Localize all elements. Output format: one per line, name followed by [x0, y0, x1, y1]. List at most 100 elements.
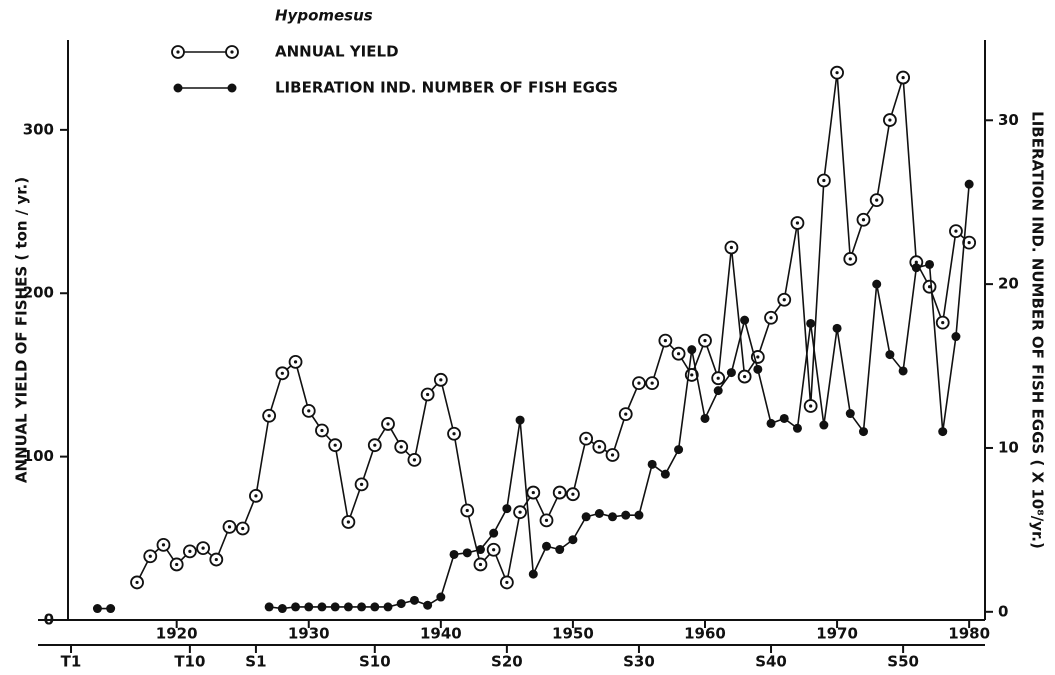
era-tick-label: S1 — [245, 653, 266, 671]
marker-center — [307, 409, 311, 413]
legend-marker-center — [230, 50, 234, 54]
marker-center — [822, 178, 826, 183]
marker-center — [544, 518, 549, 522]
marker — [291, 602, 301, 612]
marker-center — [188, 549, 192, 553]
marker — [502, 504, 512, 514]
legend-label: ANNUAL YIELD — [275, 43, 399, 61]
marker — [449, 549, 459, 559]
marker-center — [201, 546, 205, 550]
marker — [634, 510, 644, 520]
marker-center — [927, 285, 932, 289]
marker-center — [161, 543, 166, 547]
x-tick-label: 1970 — [816, 625, 858, 643]
marker — [277, 604, 287, 614]
series-line — [136, 72, 970, 586]
marker-center — [756, 355, 760, 359]
marker-center — [426, 392, 430, 397]
y-tick-label: 300 — [23, 120, 54, 138]
legend-marker-center — [176, 50, 180, 54]
marker — [713, 386, 723, 396]
marker — [753, 364, 763, 374]
x-tick-label: 1940 — [420, 625, 462, 643]
marker-center — [782, 298, 786, 302]
marker-center — [399, 445, 403, 449]
y2-tick-label: 0 — [998, 602, 1008, 620]
marker-center — [175, 562, 179, 567]
chart-title: Hypomesus — [275, 7, 373, 25]
marker — [726, 368, 736, 378]
marker-center — [241, 526, 245, 531]
marker — [475, 545, 485, 555]
era-tick-label: S20 — [491, 653, 523, 671]
marker — [92, 604, 102, 614]
marker-center — [597, 445, 601, 449]
marker — [106, 604, 116, 614]
marker-center — [359, 482, 364, 486]
marker — [858, 427, 868, 437]
era-tick-label: S30 — [623, 653, 655, 671]
marker-center — [954, 229, 958, 233]
era-tick-label: T1 — [61, 653, 82, 671]
marker-center — [373, 443, 377, 447]
y-tick-label: 0 — [44, 611, 54, 629]
marker — [872, 279, 882, 289]
marker — [792, 423, 802, 433]
marker — [819, 420, 829, 430]
marker — [423, 600, 433, 610]
marker-center — [888, 118, 892, 122]
x-tick-label: 1960 — [684, 625, 726, 643]
marker-center — [558, 490, 562, 495]
marker — [568, 535, 578, 545]
marker-center — [320, 428, 324, 433]
marker-center — [267, 414, 271, 418]
marker — [581, 512, 591, 522]
marker-center — [254, 494, 258, 498]
marker — [608, 512, 618, 522]
marker — [938, 427, 948, 437]
legend-marker — [227, 83, 237, 93]
marker-center — [809, 404, 813, 408]
marker-center — [901, 75, 905, 80]
marker-center — [795, 221, 800, 225]
y2-tick-label: 30 — [998, 111, 1019, 129]
marker — [542, 541, 552, 551]
marker-center — [214, 557, 218, 562]
legend-label: LIBERATION IND. NUMBER OF FISH EGGS — [275, 79, 618, 97]
marker-center — [584, 437, 588, 441]
marker-center — [729, 245, 734, 250]
marker — [555, 545, 565, 555]
era-tick-label: T10 — [174, 653, 205, 671]
y-tick-label: 200 — [23, 284, 54, 302]
marker-center — [135, 580, 139, 585]
marker — [832, 323, 842, 333]
y2-tick-label: 10 — [998, 438, 1019, 456]
marker-center — [743, 374, 747, 379]
marker-center — [624, 412, 628, 416]
marker-center — [914, 260, 918, 264]
marker — [687, 345, 697, 355]
y2-axis-label: LIBERATION IND. NUMBER OF FISH EGGS ( X … — [1029, 111, 1047, 549]
legend-marker — [173, 83, 183, 93]
marker-center — [663, 339, 667, 343]
marker — [898, 366, 908, 376]
marker — [343, 602, 353, 612]
marker-center — [505, 580, 509, 585]
era-tick-label: S50 — [887, 653, 919, 671]
marker-center — [227, 525, 232, 529]
marker-center — [439, 378, 443, 382]
marker — [515, 415, 525, 425]
marker — [674, 445, 684, 455]
marker — [409, 595, 419, 605]
era-tick-label: S40 — [755, 653, 787, 671]
marker-center — [650, 381, 654, 385]
marker-center — [967, 240, 971, 245]
marker-center — [571, 492, 575, 496]
marker-center — [148, 554, 152, 558]
marker — [396, 599, 406, 609]
marker — [964, 179, 974, 189]
marker — [925, 259, 935, 269]
series-line — [97, 184, 970, 610]
marker-center — [333, 443, 337, 447]
x-tick-label: 1920 — [156, 625, 198, 643]
